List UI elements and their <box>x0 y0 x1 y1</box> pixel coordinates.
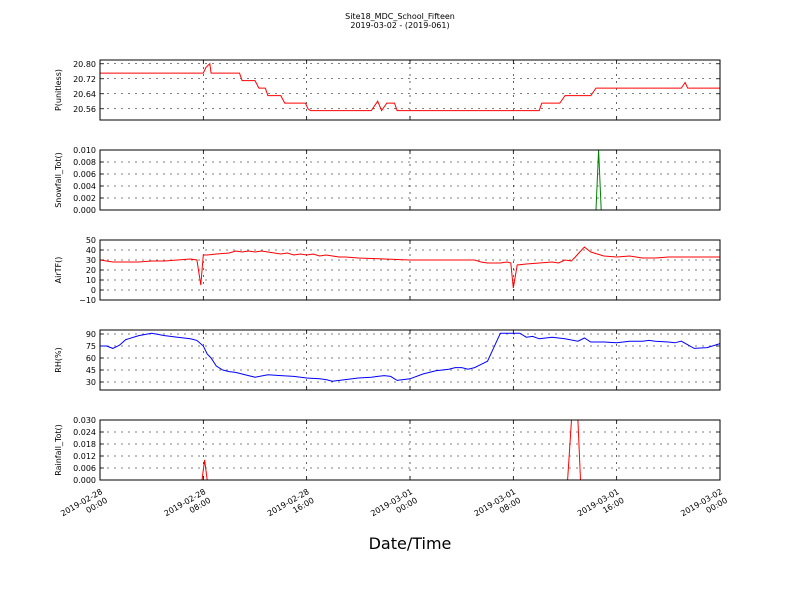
y-tick-label: 50 <box>86 236 96 245</box>
y-tick-label: 0.004 <box>73 182 96 191</box>
plot-frame <box>99 239 721 301</box>
y-tick-label: 20.56 <box>73 105 96 114</box>
data-series-line <box>100 419 720 481</box>
y-tick-label: 45 <box>86 366 96 375</box>
panel-1: 20.56 20.64 20.72 20.80 P(unitless) <box>54 59 721 121</box>
y-tick-label: 0.030 <box>73 416 96 425</box>
panel-2: 0.000 0.002 0.004 0.006 0.008 0.010 Snowfall_T… <box>54 146 721 215</box>
y-tick-label: 90 <box>86 330 96 339</box>
y-tick-label: 0.002 <box>73 194 96 203</box>
y-tick-label: 30 <box>86 256 96 265</box>
y-tick-label: 0 <box>91 286 96 295</box>
y-tick-label: −10 <box>79 296 96 305</box>
y-axis-label: RH(%) <box>54 347 63 372</box>
y-tick-label: 75 <box>86 342 96 351</box>
y-tick-label: 20.72 <box>73 75 96 84</box>
y-tick-label: 40 <box>86 246 96 255</box>
y-tick-label: 0.000 <box>73 206 96 215</box>
y-axis-label: P(unitless) <box>54 69 63 111</box>
data-series-line <box>99 246 720 289</box>
y-tick-label: 0.006 <box>73 170 96 179</box>
figure-subtitle: 2019-03-02 - (2019-061) <box>350 21 450 30</box>
y-axis-label: Snowfall_Tot() <box>54 152 63 208</box>
y-tick-label: 0.012 <box>73 452 96 461</box>
y-tick-label: 60 <box>86 354 96 363</box>
y-tick-label: 0.010 <box>73 146 96 155</box>
figure-title: Site18_MDC_School_Fifteen <box>345 12 455 21</box>
y-tick-label: 20 <box>86 266 96 275</box>
plot-frame <box>99 149 721 211</box>
y-tick-label: 0.008 <box>73 158 96 167</box>
y-tick-label: 0.000 <box>73 476 96 485</box>
y-tick-label: 30 <box>86 378 96 387</box>
y-tick-label: 20.80 <box>73 60 96 69</box>
x-axis-label: Date/Time <box>368 534 452 553</box>
panel-5: 0.000 0.006 0.012 0.018 0.024 0.030 Rainfall_T… <box>54 416 721 485</box>
y-tick-label: 0.018 <box>73 440 96 449</box>
y-tick-label: 0.006 <box>73 464 96 473</box>
y-axis-label: Rainfall_Tot() <box>54 424 63 476</box>
data-series-line <box>100 62 720 112</box>
plot-frame <box>99 419 721 481</box>
data-series-line <box>100 332 721 382</box>
y-axis-label: AirTF() <box>54 257 63 284</box>
plot-frame <box>99 329 721 391</box>
y-tick-label: 20.64 <box>73 90 96 99</box>
y-tick-label: 10 <box>86 276 96 285</box>
plot-frame <box>99 59 721 121</box>
y-tick-label: 0.024 <box>73 428 96 437</box>
panel-4: 30 45 60 75 90 RH(%) <box>54 329 721 391</box>
